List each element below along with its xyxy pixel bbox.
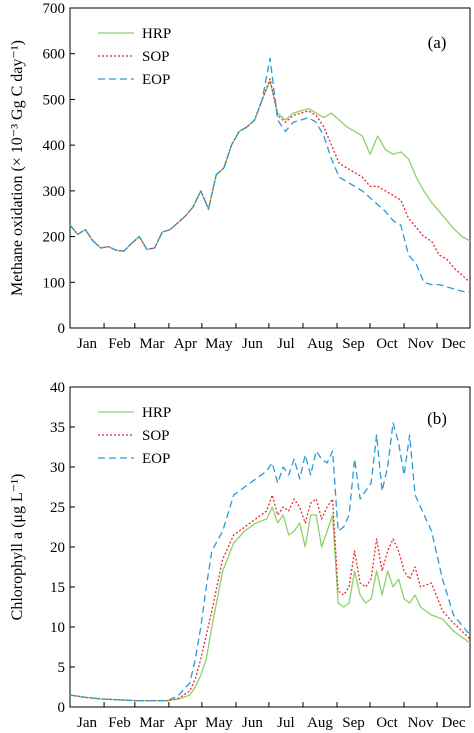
y-tick-label-a: 500 (43, 92, 66, 108)
series-line-eop-a (69, 57, 471, 293)
x-tick-label-b: Aug (307, 715, 333, 731)
series-group-b (69, 422, 471, 702)
y-tick-label-b: 0 (58, 700, 66, 716)
panel-label-a: (a) (428, 33, 447, 52)
x-tick-label-b: May (205, 715, 233, 731)
y-tick-label-b: 30 (50, 460, 65, 476)
y-axis-label-a: Methane oxidation (× 10⁻³ Gg C day⁻¹) (9, 40, 26, 296)
y-ticks-b: 0 5 10 15 20 25 30 35 40 (50, 380, 75, 716)
y-tick-label-a: 300 (43, 184, 66, 200)
y-tick-label-b: 40 (50, 380, 65, 396)
y-tick-label-a: 700 (43, 1, 66, 17)
series-line-sop-b (69, 494, 471, 702)
x-tick-label-a: Jul (277, 336, 295, 352)
legend-label-eop-a: EOP (142, 72, 170, 88)
y-tick-label-a: 200 (43, 230, 66, 246)
x-tick-label-a: Dec (441, 336, 465, 352)
series-group-a (69, 57, 471, 293)
x-ticks-b: Jan Feb Mar Apr May Jun Jul Aug Sep Oct Nov Dec (69, 702, 471, 731)
x-tick-label-a: Mar (139, 336, 164, 352)
y-tick-label-b: 35 (50, 420, 65, 436)
panel-chlorophyll: (b) Chlorophyll a (μg L⁻¹) 0 5 10 15 20 25 30 3… (9, 380, 471, 731)
y-tick-label-a: 400 (43, 138, 66, 154)
x-tick-label-a: Jun (242, 336, 263, 352)
y-tick-label-a: 0 (58, 321, 66, 337)
legend-label-eop-b: EOP (142, 451, 170, 467)
series-line-hrp-b (69, 506, 471, 702)
x-tick-label-b: Dec (441, 715, 465, 731)
panel-methane-oxidation: (a) Methane oxidation (× 10⁻³ Gg C day⁻¹… (9, 1, 471, 352)
y-tick-label-a: 100 (43, 275, 66, 291)
x-tick-label-b: Jun (242, 715, 263, 731)
x-tick-label-b: Nov (408, 715, 434, 731)
y-ticks-a: 0 100 200 300 400 500 600 700 (43, 1, 75, 337)
legend-label-hrp-b: HRP (142, 405, 171, 421)
x-tick-label-b: Oct (376, 715, 398, 731)
x-tick-label-b: Jul (277, 715, 295, 731)
legend-b: HRP SOP EOP (98, 405, 171, 467)
legend-a: HRP SOP EOP (98, 26, 171, 88)
x-tick-label-b: Sep (342, 715, 365, 731)
legend-label-hrp-a: HRP (142, 26, 171, 42)
y-tick-label-b: 15 (50, 580, 65, 596)
y-tick-label-a: 600 (43, 47, 66, 63)
x-tick-label-a: Apr (174, 336, 197, 352)
x-tick-label-b: Jan (77, 715, 97, 731)
x-tick-label-a: Nov (408, 336, 434, 352)
legend-label-sop-b: SOP (142, 428, 170, 444)
x-tick-label-b: Feb (108, 715, 131, 731)
x-tick-label-a: May (205, 336, 233, 352)
x-tick-label-b: Apr (174, 715, 197, 731)
y-tick-label-b: 5 (58, 660, 66, 676)
panel-label-b: (b) (427, 409, 447, 428)
y-tick-label-b: 25 (50, 500, 65, 516)
x-tick-label-b: Mar (139, 715, 164, 731)
x-tick-label-a: Sep (342, 336, 365, 352)
series-line-eop-b (69, 422, 471, 702)
x-tick-label-a: Aug (307, 336, 333, 352)
x-tick-label-a: Feb (108, 336, 131, 352)
series-line-sop-a (69, 78, 471, 283)
y-tick-label-b: 20 (50, 540, 65, 556)
legend-label-sop-a: SOP (142, 49, 170, 65)
x-tick-label-a: Oct (376, 336, 398, 352)
plot-frame-a (69, 7, 471, 329)
x-tick-label-a: Jan (77, 336, 97, 352)
y-axis-label-b: Chlorophyll a (μg L⁻¹) (9, 474, 26, 621)
y-tick-label-b: 10 (50, 620, 65, 636)
x-ticks-a: Jan Feb Mar Apr May Jun Jul Aug Sep Oct Nov Dec (69, 323, 471, 352)
series-line-hrp-a (69, 80, 471, 252)
